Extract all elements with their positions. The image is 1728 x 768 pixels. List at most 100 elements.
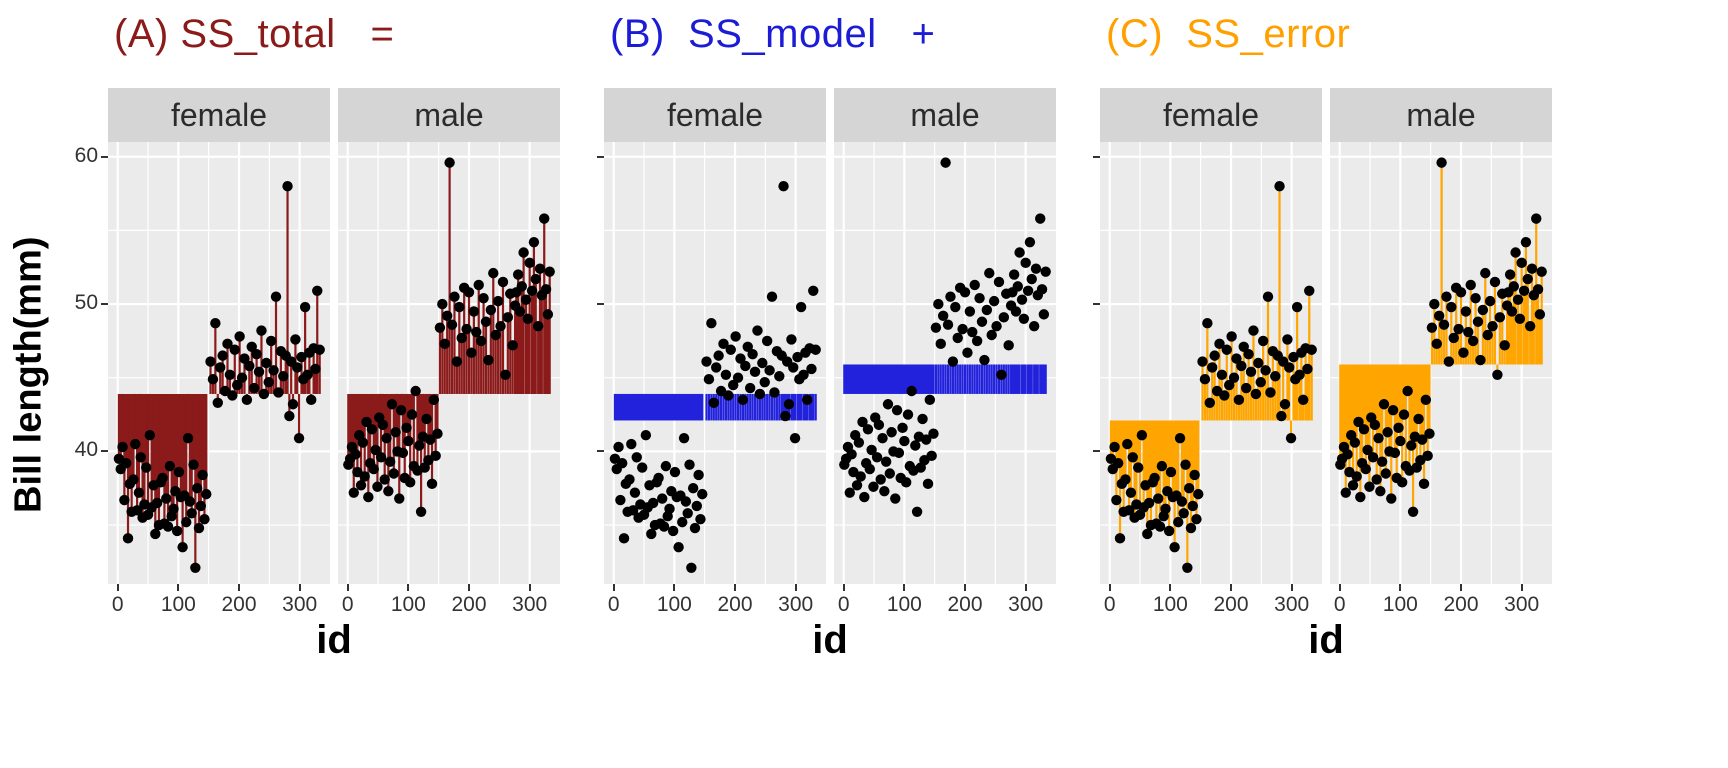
data-point [1014, 247, 1025, 258]
data-point [879, 485, 890, 497]
data-point [1114, 533, 1126, 544]
data-point [1199, 374, 1211, 385]
data-point [1209, 350, 1220, 361]
data-point [1302, 363, 1313, 375]
data-point [1207, 362, 1218, 373]
data-point [514, 306, 526, 317]
data-point [910, 440, 921, 451]
data-point [1109, 441, 1120, 453]
data-point [372, 481, 383, 492]
data-point [1375, 485, 1386, 497]
data-point [188, 459, 199, 470]
x-tick-label: 200 [717, 593, 753, 616]
data-point [769, 387, 780, 398]
data-point [1360, 463, 1371, 475]
data-point [1276, 410, 1287, 422]
data-point [988, 295, 1000, 307]
data-point [292, 362, 303, 373]
x-axis: 0 100 200 300 [338, 584, 560, 618]
data-point [1367, 452, 1379, 463]
data-point [1120, 474, 1131, 485]
data-point [1189, 469, 1200, 481]
data-point [1270, 371, 1281, 382]
x-tick-label: 300 [1274, 593, 1310, 616]
data-point [1402, 385, 1413, 397]
data-point [917, 413, 928, 425]
data-point [1183, 483, 1195, 494]
data-point [182, 432, 194, 444]
facet-strip-male: male [1330, 88, 1552, 142]
data-point [1413, 413, 1424, 425]
data-point [490, 329, 501, 341]
data-point [234, 331, 245, 342]
data-point [363, 491, 374, 503]
data-point [379, 474, 390, 485]
data-point [1202, 318, 1213, 329]
data-point [293, 432, 305, 444]
data-point [1458, 347, 1469, 358]
x-tick-mark [903, 584, 906, 591]
y-tick-mark [597, 303, 604, 306]
data-point [348, 487, 359, 498]
data-point [1193, 488, 1204, 500]
data-point [426, 478, 438, 490]
data-point [542, 309, 554, 320]
data-point [151, 497, 163, 509]
data-point [1040, 266, 1051, 277]
data-point [1398, 409, 1410, 420]
data-point [1279, 399, 1291, 410]
data-point [1111, 494, 1122, 506]
data-point [877, 432, 888, 444]
data-point [130, 438, 141, 450]
data-point [1407, 506, 1419, 518]
data-point [248, 382, 260, 394]
data-point [1477, 304, 1489, 316]
data-point [1420, 394, 1432, 406]
data-point [752, 325, 763, 336]
data-point [682, 508, 693, 519]
data-point [296, 351, 307, 363]
x-tick-label: 200 [221, 593, 257, 616]
data-point [631, 452, 642, 463]
x-tick-mark [1460, 584, 1463, 591]
data-point [660, 460, 672, 472]
data-point [184, 496, 196, 507]
data-point [251, 348, 262, 360]
data-point [1364, 481, 1375, 492]
data-point [884, 468, 896, 479]
data-point [1520, 236, 1532, 248]
data-point [415, 506, 427, 518]
data-point [1378, 399, 1390, 410]
data-point [1386, 493, 1397, 504]
data-point [1304, 285, 1315, 297]
data-point [737, 394, 749, 406]
facet-strip-female: female [1100, 88, 1322, 142]
x-axis: 0 100 200 300 [834, 584, 1056, 618]
x-tick-mark [1520, 584, 1523, 591]
x-tick-mark [528, 584, 531, 591]
data-point [1536, 266, 1547, 277]
data-point [261, 357, 272, 369]
data-point [1243, 348, 1254, 360]
data-point [942, 319, 954, 330]
data-point [1342, 449, 1353, 460]
data-point [466, 347, 477, 358]
data-point [381, 432, 392, 444]
data-point [421, 413, 432, 425]
data-point [1294, 369, 1305, 380]
data-point [783, 399, 795, 410]
data-point [370, 444, 381, 456]
x-tick-label: 200 [947, 593, 983, 616]
x-tick-label: 100 [656, 593, 692, 616]
data-point [478, 292, 489, 304]
x-tick-mark [238, 584, 241, 591]
data-point [1136, 429, 1148, 441]
x-tick-label: 0 [607, 593, 620, 616]
data-point [244, 360, 255, 372]
data-point [1448, 332, 1459, 344]
x-tick-mark [177, 584, 180, 591]
data-point [471, 326, 482, 338]
data-point [253, 366, 265, 378]
data-point [1306, 344, 1317, 355]
data-point [1492, 369, 1503, 380]
